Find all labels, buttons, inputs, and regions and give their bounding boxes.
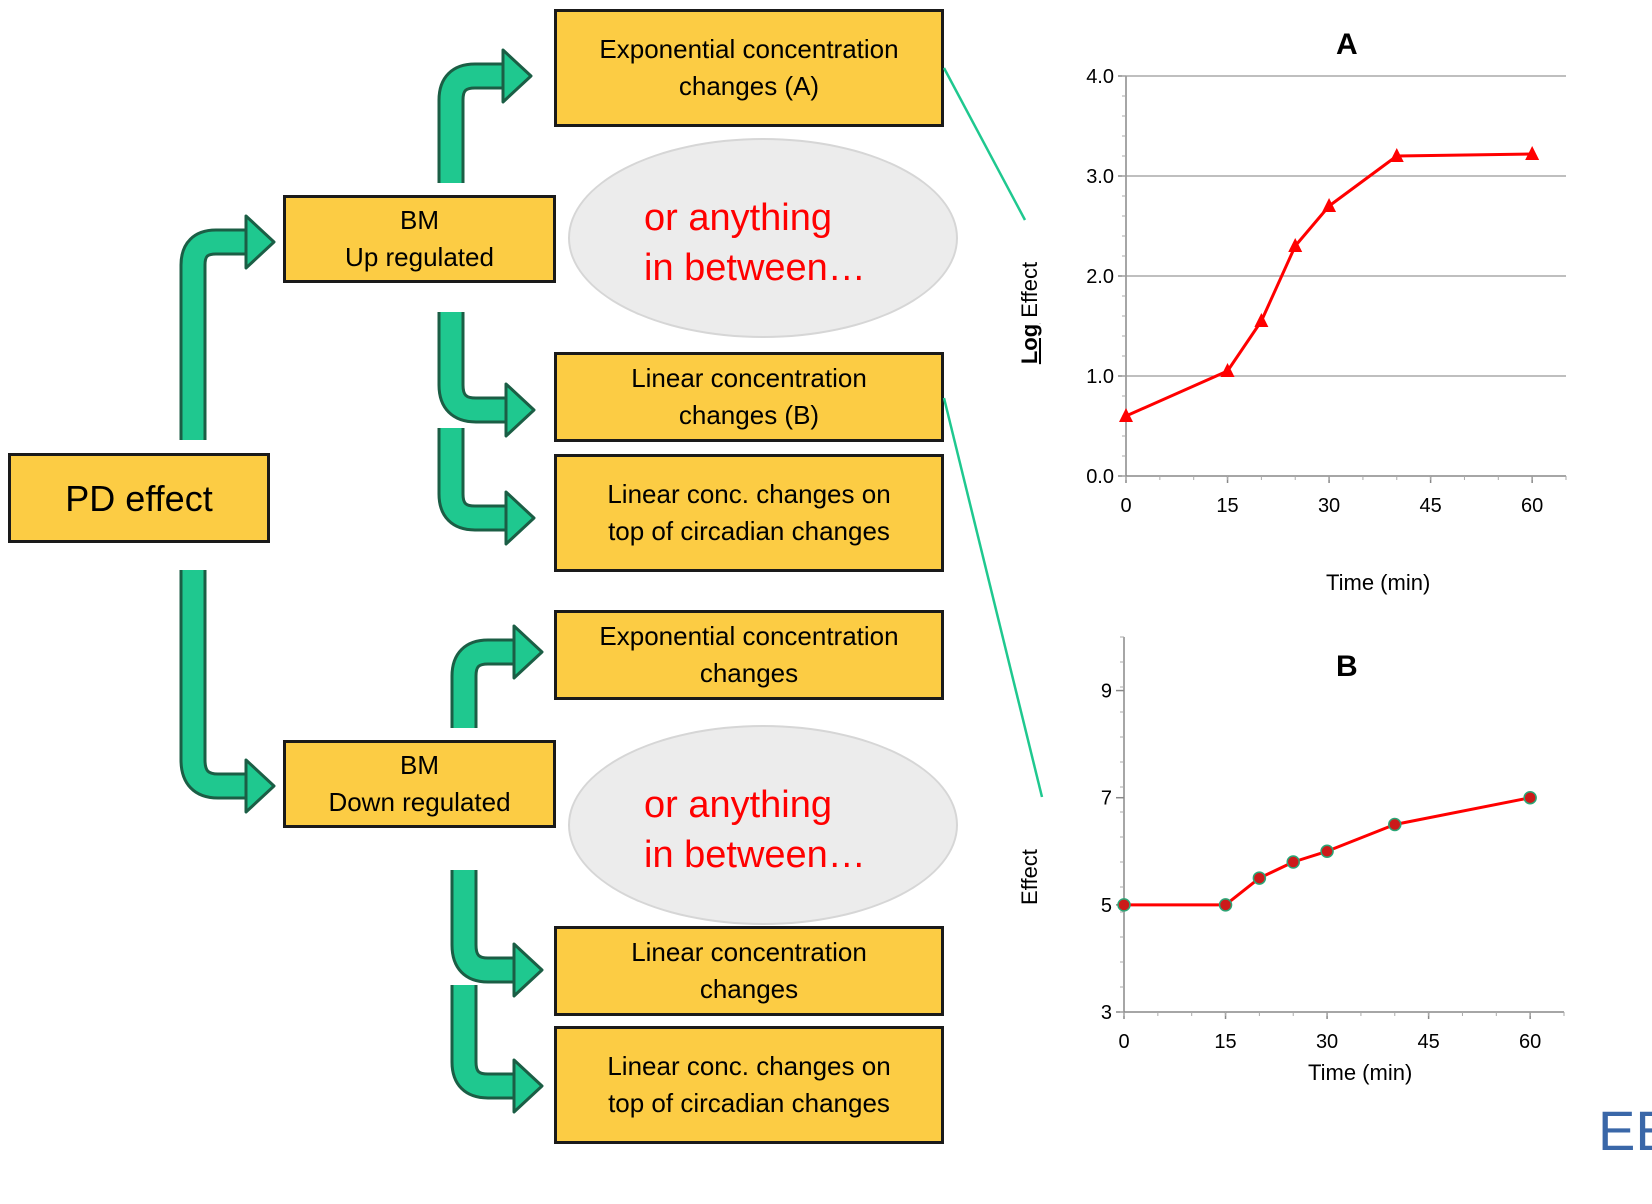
chart-b-x-tick-label: 30	[1316, 1031, 1338, 1053]
chart-b: 3 5 7 9 0 15 30 45 60	[1101, 636, 1565, 1053]
arrow-root-to-up-head	[244, 214, 276, 270]
chart-b-y-tick-label: 5	[1101, 895, 1112, 917]
up-between-oval	[568, 138, 958, 338]
up-between-text: or anything in between…	[644, 197, 866, 289]
logo-fragment: EE	[1598, 1099, 1652, 1162]
chart-a-y-tick-label: 1.0	[1086, 366, 1114, 388]
chart-a-x-tick-label: 15	[1216, 495, 1238, 517]
chart-a-point	[1389, 148, 1404, 162]
chart-b-x-tick-label: 60	[1519, 1031, 1541, 1053]
arrow-root-to-up	[182, 231, 250, 440]
arrow-down-to-circadian-head	[512, 1058, 544, 1114]
chart-a-point	[1220, 363, 1235, 377]
arrow-down-to-linear	[453, 870, 518, 981]
chart-b-point	[1320, 844, 1334, 859]
chart-a-point	[1119, 408, 1133, 422]
chart-b-title: B	[1336, 650, 1358, 683]
chart-a-point	[1525, 146, 1540, 160]
chart-a-point	[1254, 313, 1269, 327]
arrow-up-to-exp-head	[501, 48, 533, 104]
arrow-down-to-linear-head	[512, 942, 544, 998]
chart-a-x-tick-label: 30	[1318, 495, 1340, 517]
up-linear-box: Linear concentration changes (B)	[554, 352, 944, 442]
chart-a-y-tick-label: 2.0	[1086, 266, 1114, 288]
chart-a-point	[1288, 238, 1303, 252]
down-between-text: or anything in between…	[644, 784, 866, 876]
down-linear-box: Linear concentration changes	[554, 926, 944, 1016]
chart-b-point	[1388, 817, 1402, 832]
chart-a-xlabel: Time (min)	[1326, 570, 1431, 595]
chart-a-x-tick-label: 45	[1419, 495, 1441, 517]
arrow-down-to-exp-head	[512, 624, 544, 680]
arrow-up-to-exp	[440, 65, 507, 183]
chart-a: 0.0 1.0 2.0 3.0 4.0 0 15 30 45 60	[1086, 66, 1567, 517]
arrow-up-to-circadian-head	[504, 490, 536, 546]
bm-up-regulated-box: BM Up regulated	[283, 195, 556, 283]
chart-a-title: A	[1336, 28, 1358, 61]
chart-b-point	[1286, 855, 1300, 869]
chart-b-x-tick-label: 15	[1214, 1031, 1236, 1053]
flow-arrows	[179, 48, 544, 1114]
chart-a-point	[1322, 198, 1337, 212]
arrow-down-to-circadian	[453, 985, 518, 1097]
chart-a-series-line	[1125, 152, 1533, 418]
arrow-up-to-linear	[440, 312, 510, 421]
bm-down-regulated-box: BM Down regulated	[283, 740, 556, 828]
pd-effect-box: PD effect	[8, 453, 270, 543]
arrow-root-to-down-head	[244, 758, 276, 814]
arrow-up-to-linear-head	[504, 382, 536, 438]
chart-b-y-tick-label: 7	[1101, 788, 1112, 810]
down-circadian-box: Linear conc. changes on top of circadian…	[554, 1026, 944, 1144]
up-circadian-box: Linear conc. changes on top of circadian…	[554, 454, 944, 572]
chart-b-point	[1117, 898, 1131, 912]
chart-b-xlabel: Time (min)	[1308, 1060, 1413, 1085]
chart-a-y-tick-label: 4.0	[1086, 66, 1114, 88]
chart-b-point	[1218, 898, 1233, 912]
arrow-up-to-circadian	[440, 428, 510, 529]
chart-b-point	[1252, 871, 1267, 885]
chart-b-point	[1523, 790, 1537, 805]
chart-b-y-tick-label: 3	[1101, 1002, 1112, 1024]
connector-b	[942, 397, 1044, 798]
chart-b-x-tick-label: 45	[1417, 1031, 1439, 1053]
chart-a-x-tick-label: 0	[1120, 495, 1131, 517]
connector-a	[942, 67, 1027, 221]
chart-b-y-tick-label: 9	[1101, 681, 1112, 703]
down-exponential-box: Exponential concentration changes	[554, 610, 944, 700]
down-between-oval	[568, 725, 958, 925]
up-exponential-box: Exponential concentration changes (A)	[554, 9, 944, 127]
chart-b-x-tick-label: 0	[1118, 1031, 1129, 1053]
chart-a-x-tick-label: 60	[1521, 495, 1543, 517]
arrow-down-to-exp	[453, 641, 518, 728]
chart-a-y-tick-label: 0.0	[1086, 466, 1114, 488]
arrow-root-to-down	[182, 570, 250, 797]
chart-a-y-tick-label: 3.0	[1086, 166, 1114, 188]
